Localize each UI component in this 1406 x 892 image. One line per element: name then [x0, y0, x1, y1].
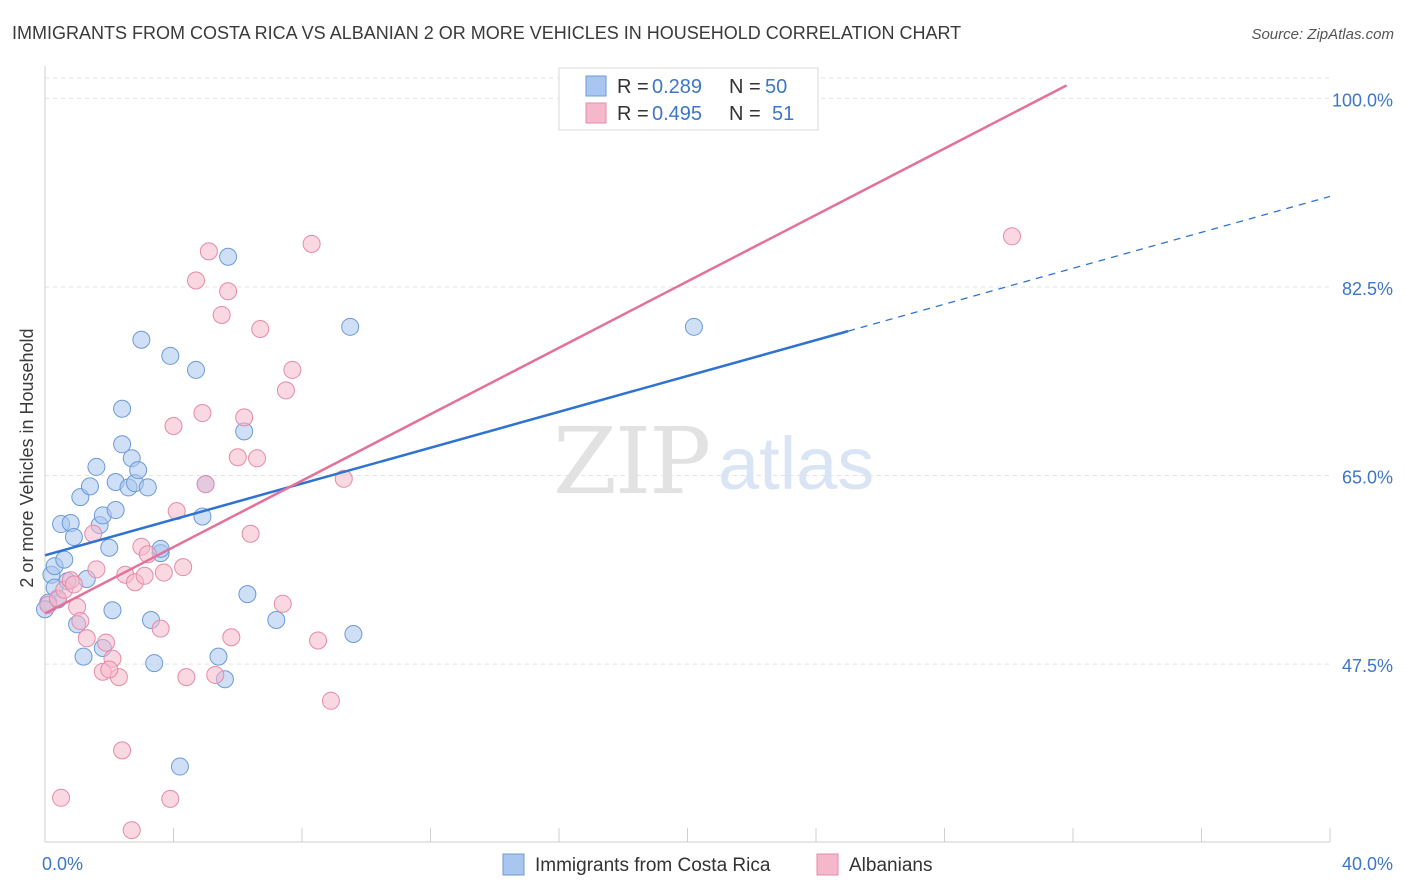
point-costa-rica-19: [103, 601, 122, 620]
point-albanians-39: [241, 524, 260, 543]
point-costa-rica-28: [132, 330, 151, 349]
point-costa-rica-46: [344, 624, 363, 643]
point-albanians-43: [276, 381, 295, 400]
series-label-costa-rica: Immigrants from Costa Rica: [535, 855, 771, 876]
point-albanians-17: [122, 821, 141, 840]
point-albanians-25: [164, 416, 183, 435]
point-costa-rica-36: [186, 360, 205, 379]
legend-r-label-blue: R =: [617, 76, 649, 98]
point-albanians-37: [228, 448, 247, 467]
point-costa-rica-44: [267, 610, 286, 629]
point-albanians-20: [135, 566, 154, 585]
point-costa-rica-20: [106, 501, 125, 520]
y-tick-label-2: 65.0%: [1342, 468, 1393, 488]
point-costa-rica-8: [64, 527, 83, 546]
watermark: ZIP atlas: [553, 408, 874, 515]
series-label-albanians: Albanians: [849, 855, 932, 876]
stats-legend: R = 0.289 N = 50 R = 0.495 N = 51: [558, 67, 819, 131]
point-albanians-48: [334, 469, 353, 488]
trend-lines: [44, 84, 1331, 615]
watermark-zip: ZIP: [553, 408, 709, 515]
point-albanians-38: [235, 408, 254, 427]
legend-r-value-blue: 0.289: [652, 76, 702, 98]
y-axis-label: 2 or more Vehicles in Household: [17, 328, 37, 587]
trend-line-albanians: [44, 84, 1068, 615]
legend-swatch-pink: [585, 102, 607, 124]
gridlines: [45, 77, 1330, 665]
point-costa-rica-11: [74, 647, 93, 666]
legend-r-label-pink: R =: [617, 103, 649, 125]
point-albanians-2: [52, 788, 71, 807]
point-albanians-34: [212, 305, 231, 324]
point-albanians-50: [100, 660, 119, 679]
x-axis-ticks: [44, 828, 1331, 842]
point-costa-rica-45: [341, 317, 360, 336]
point-albanians-44: [283, 360, 302, 379]
point-costa-rica-34: [161, 346, 180, 365]
point-albanians-42: [273, 594, 292, 613]
point-albanians-45: [302, 234, 321, 253]
point-albanians-28: [177, 668, 196, 687]
point-albanians-22: [151, 619, 170, 638]
trend-line-costa-rica-extension: [847, 195, 1331, 332]
point-albanians-24: [161, 789, 180, 808]
point-costa-rica-23: [113, 399, 132, 418]
legend-r-value-pink: 0.495: [652, 103, 702, 125]
point-costa-rica-39: [209, 647, 228, 666]
point-albanians-49: [1002, 227, 1021, 246]
point-albanians-8: [77, 629, 96, 648]
point-costa-rica-35: [170, 757, 189, 776]
y-tick-label-1: 82.5%: [1342, 279, 1393, 299]
point-albanians-46: [309, 631, 328, 650]
point-albanians-47: [321, 691, 340, 710]
point-albanians-7: [71, 612, 90, 631]
point-albanians-35: [219, 282, 238, 301]
y-tick-label-0: 100.0%: [1332, 90, 1393, 110]
point-costa-rica-41: [219, 247, 238, 266]
point-costa-rica-27: [129, 461, 148, 480]
point-albanians-36: [222, 628, 241, 647]
point-albanians-33: [206, 665, 225, 684]
point-albanians-5: [64, 575, 83, 594]
point-costa-rica-13: [80, 477, 99, 496]
point-costa-rica-14: [87, 457, 106, 476]
legend-n-value-pink: 51: [772, 103, 794, 125]
point-albanians-27: [174, 558, 193, 577]
trend-line-costa-rica: [44, 329, 849, 557]
point-albanians-41: [251, 319, 270, 338]
point-albanians-23: [154, 563, 173, 582]
point-albanians-31: [196, 475, 215, 494]
point-albanians-32: [199, 242, 218, 261]
point-albanians-40: [248, 449, 267, 468]
point-albanians-29: [186, 271, 205, 290]
scatter-points: [36, 227, 1021, 840]
legend-n-label-blue: N =: [729, 76, 761, 98]
series-swatch-albanians: [816, 853, 839, 876]
y-axis-tick-labels: 100.0% 82.5% 65.0% 47.5%: [1332, 90, 1393, 676]
point-albanians-10: [87, 560, 106, 579]
series-legend: Immigrants from Costa Rica Albanians: [502, 853, 932, 876]
point-costa-rica-31: [145, 654, 164, 673]
point-costa-rica-22: [113, 435, 132, 454]
point-albanians-30: [193, 404, 212, 423]
point-costa-rica-29: [138, 478, 157, 497]
x-tick-label-max: 40.0%: [1342, 854, 1393, 874]
point-costa-rica-43: [238, 585, 257, 604]
chart-source: Source: ZipAtlas.com: [1251, 26, 1394, 43]
point-costa-rica-18: [100, 538, 119, 557]
point-albanians-12: [97, 633, 116, 652]
series-swatch-costa-rica: [502, 853, 525, 876]
legend-swatch-blue: [585, 75, 607, 97]
point-costa-rica-5: [55, 550, 74, 569]
legend-n-label-pink: N =: [729, 103, 761, 125]
y-tick-label-3: 47.5%: [1342, 656, 1393, 676]
point-costa-rica-47: [684, 317, 703, 336]
legend-n-value-blue: 50: [765, 76, 787, 98]
point-albanians-15: [113, 741, 132, 760]
chart-title: IMMIGRANTS FROM COSTA RICA VS ALBANIAN 2…: [12, 23, 961, 43]
x-tick-label-min: 0.0%: [42, 854, 83, 874]
watermark-atlas: atlas: [718, 422, 874, 505]
